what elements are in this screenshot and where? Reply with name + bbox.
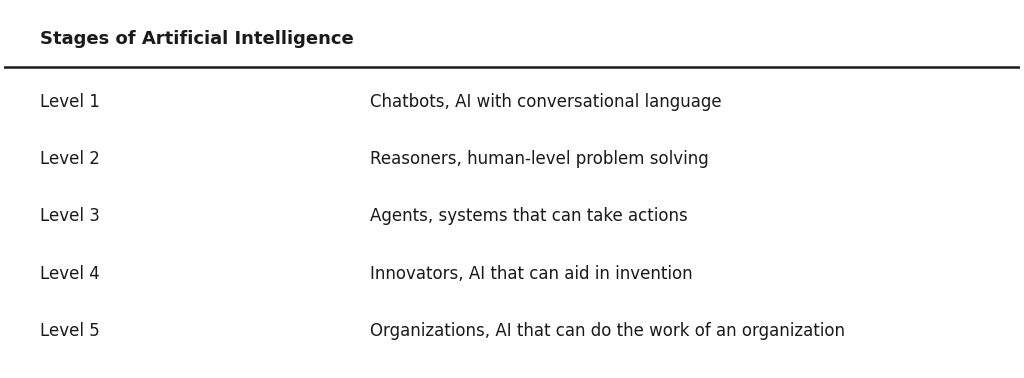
- Text: Level 4: Level 4: [40, 265, 99, 283]
- Text: Level 2: Level 2: [40, 150, 99, 168]
- Text: Stages of Artificial Intelligence: Stages of Artificial Intelligence: [40, 30, 353, 48]
- Text: Level 1: Level 1: [40, 93, 99, 111]
- Text: Chatbots, AI with conversational language: Chatbots, AI with conversational languag…: [370, 93, 722, 111]
- Text: Agents, systems that can take actions: Agents, systems that can take actions: [370, 208, 687, 226]
- Text: Organizations, AI that can do the work of an organization: Organizations, AI that can do the work o…: [370, 322, 845, 340]
- Text: Reasoners, human-level problem solving: Reasoners, human-level problem solving: [370, 150, 709, 168]
- Text: Level 3: Level 3: [40, 208, 99, 226]
- Text: Innovators, AI that can aid in invention: Innovators, AI that can aid in invention: [370, 265, 692, 283]
- Text: Level 5: Level 5: [40, 322, 99, 340]
